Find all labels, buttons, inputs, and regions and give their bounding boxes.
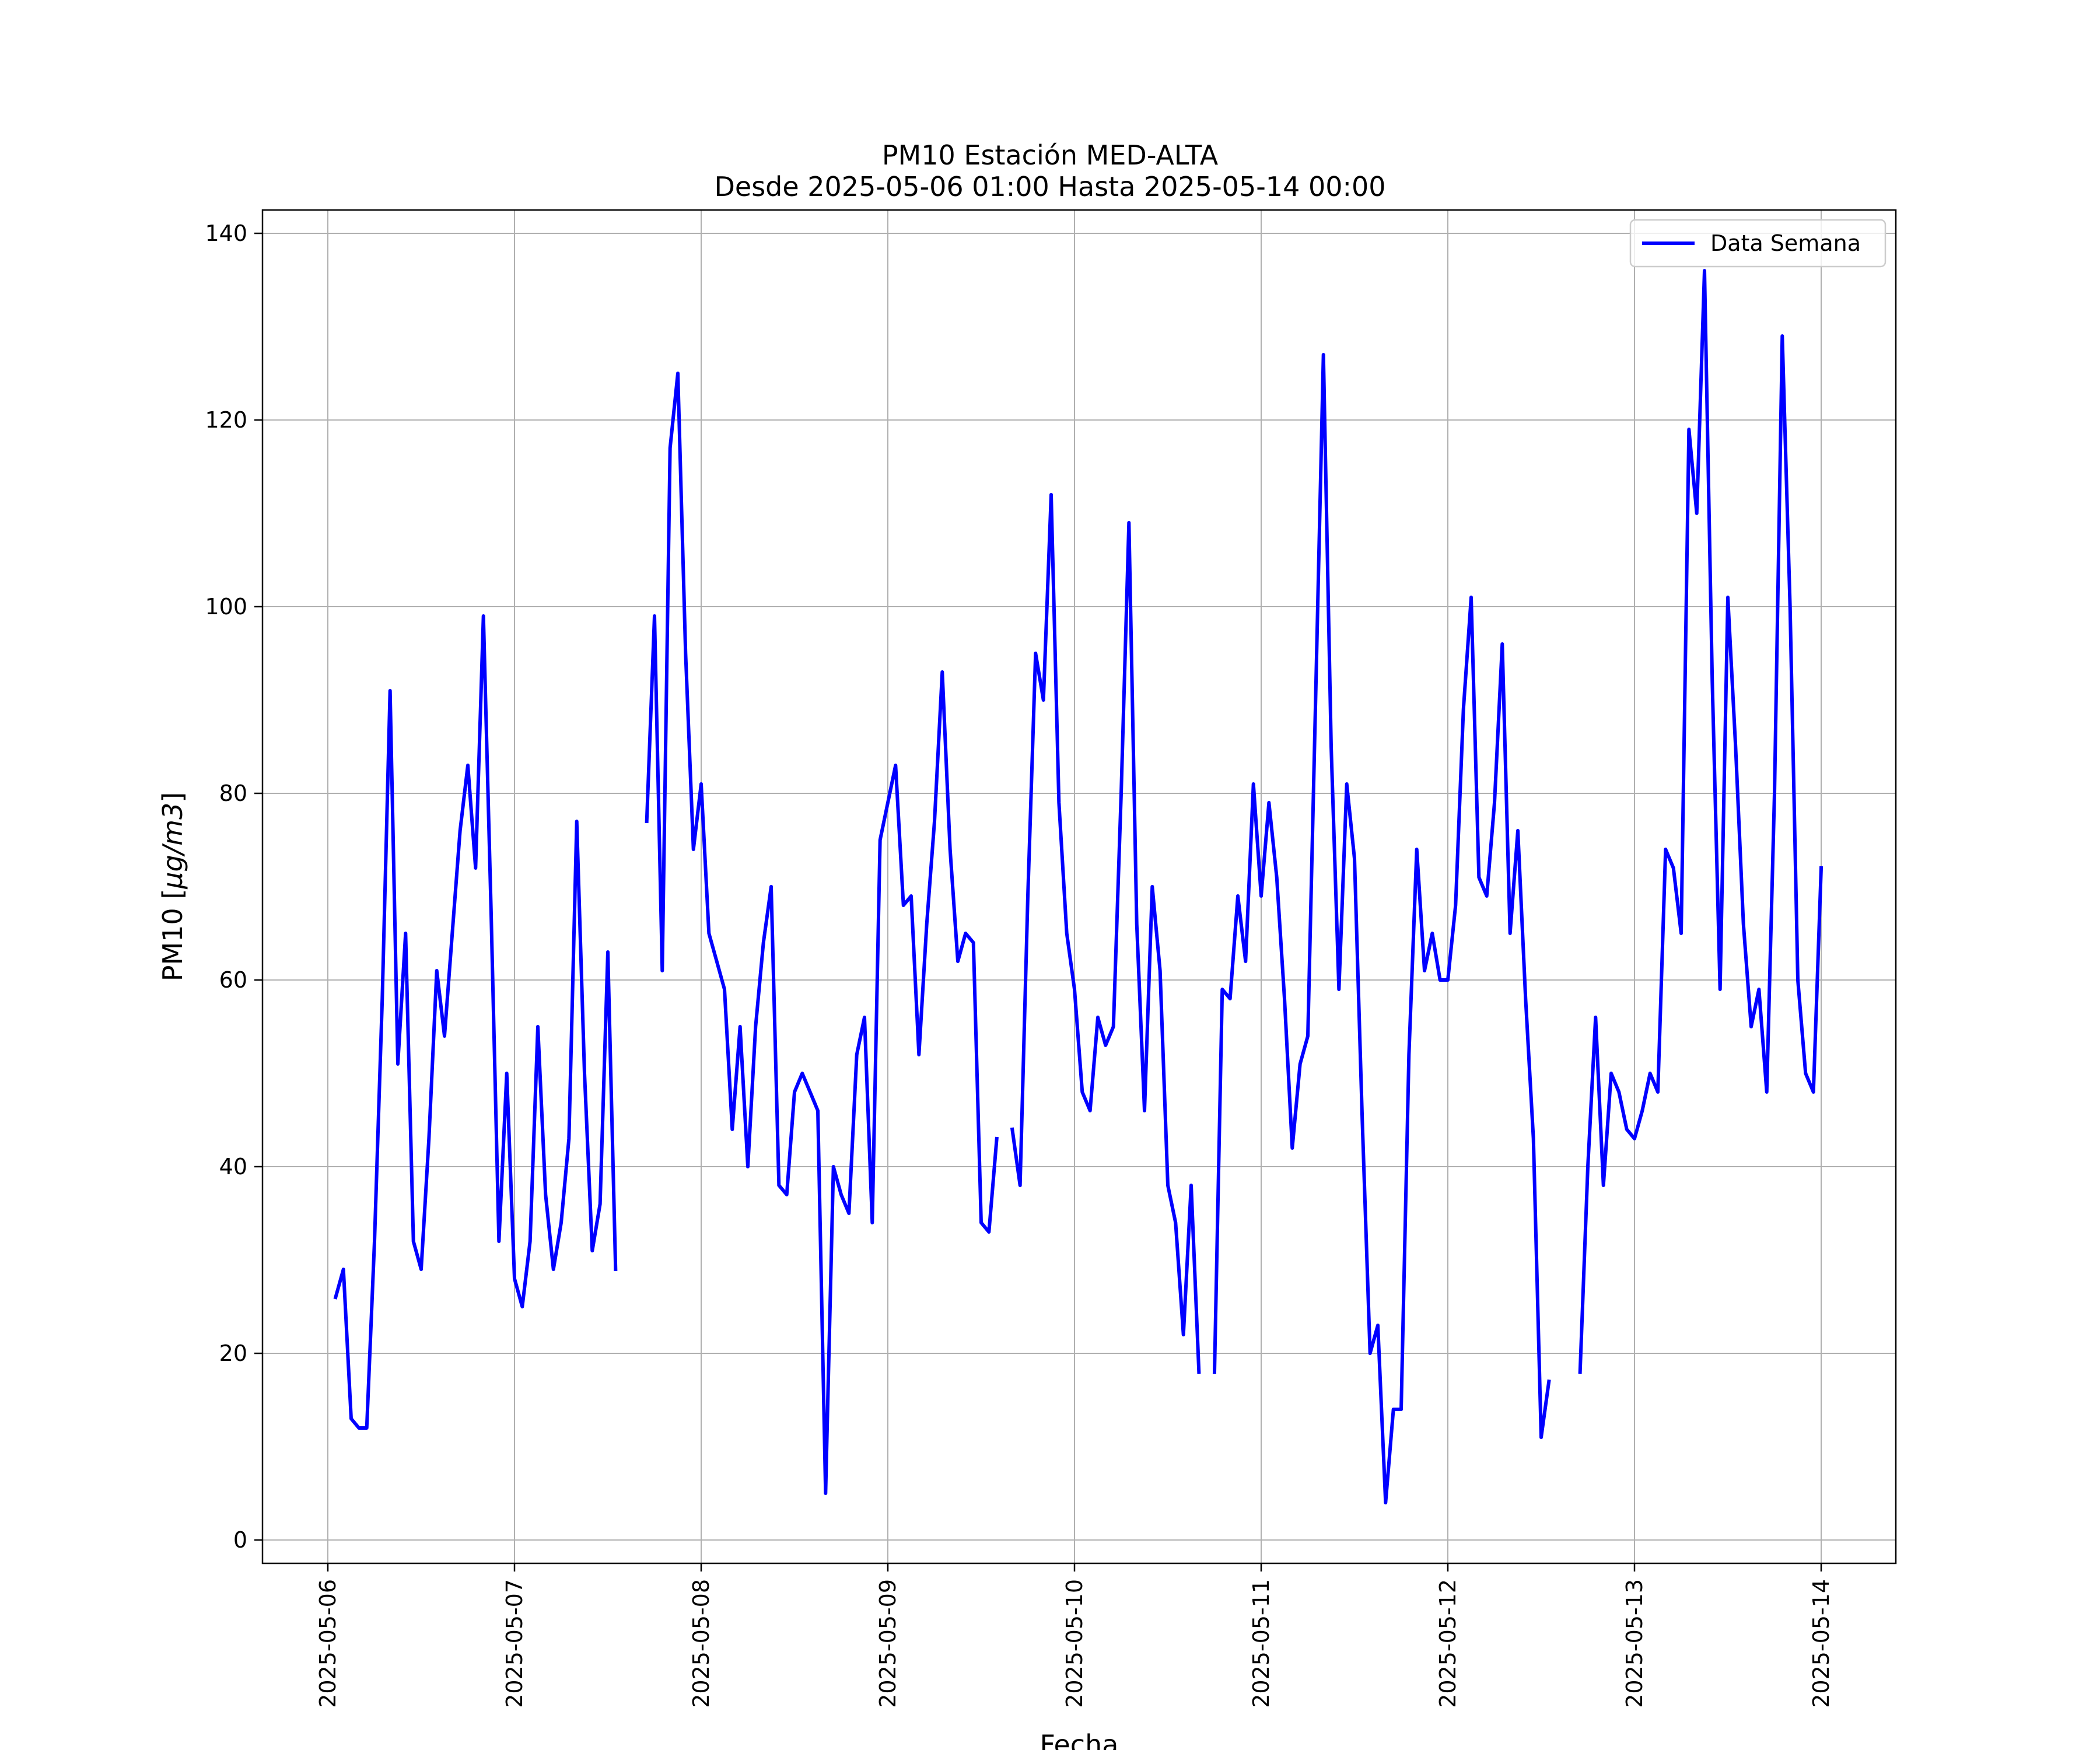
y-tick-label-4: 80 [219, 780, 247, 806]
x-tick-label-5: 2025-05-11 [1248, 1579, 1274, 1708]
y-axis-label: PM10 [μg/m3] [157, 792, 188, 982]
x-tick-label-4: 2025-05-10 [1062, 1579, 1087, 1708]
legend-label-data-semana: Data Semana [1710, 230, 1861, 256]
chart-subtitle: Desde 2025-05-06 01:00 Hasta 2025-05-14 … [714, 171, 1385, 202]
x-tick-label-8: 2025-05-14 [1808, 1579, 1834, 1708]
y-tick-label-2: 40 [219, 1154, 247, 1180]
y-axis: 0 20 40 60 80 100 120 140 [205, 220, 262, 1553]
y-axis-label-units: μg/m3 [157, 803, 188, 890]
chart-title: PM10 Estación MED-ALTA [882, 139, 1219, 171]
plot-frame [261, 209, 1897, 1564]
series-line-0 [333, 269, 1824, 1504]
x-tick-label-6: 2025-05-12 [1435, 1579, 1461, 1708]
y-tick-label-6: 120 [205, 407, 247, 433]
y-axis-label-prefix: PM10 [ [157, 889, 188, 982]
legend: Data Semana [1629, 219, 1887, 268]
legend-box [1629, 219, 1887, 268]
y-tick-label-0: 0 [233, 1527, 247, 1553]
y-tick-label-3: 60 [219, 967, 247, 993]
x-axis-label: Fecha [1040, 1729, 1119, 1750]
x-tick-label-1: 2025-05-07 [502, 1579, 527, 1708]
y-axis-label-suffix: ] [157, 792, 188, 803]
y-tick-label-7: 140 [205, 220, 247, 246]
x-tick-label-0: 2025-05-06 [315, 1579, 341, 1708]
y-tick-label-5: 100 [205, 594, 247, 620]
y-tick-label-1: 20 [219, 1340, 247, 1366]
series-lines [333, 269, 1824, 1504]
x-tick-label-7: 2025-05-13 [1622, 1579, 1647, 1708]
x-tick-label-3: 2025-05-09 [875, 1579, 901, 1708]
grid-lines [262, 210, 1896, 1563]
x-tick-label-2: 2025-05-08 [688, 1579, 714, 1708]
x-axis: 2025-05-06 2025-05-07 2025-05-08 2025-05-09… [315, 1563, 1834, 1708]
